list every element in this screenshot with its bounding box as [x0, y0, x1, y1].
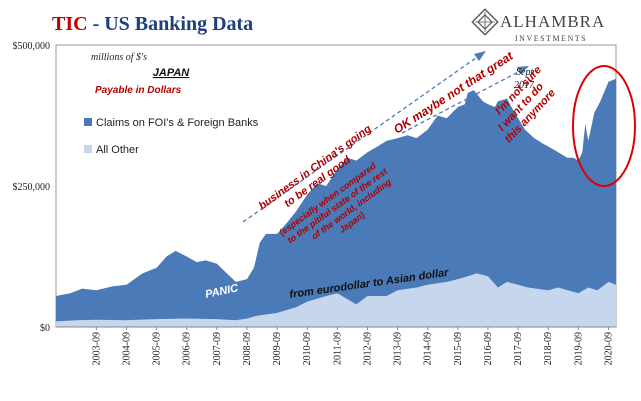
- x-tick-label: 2007-09: [212, 332, 223, 365]
- trend-arrow-china: [242, 51, 486, 223]
- x-tick-label: 2012-09: [362, 332, 373, 365]
- x-tick-label: 2016-09: [483, 332, 494, 365]
- trend-arrow-ok-maybe: [401, 66, 529, 134]
- payable-note: Payable in Dollars: [95, 85, 182, 96]
- x-tick-label: 2005-09: [152, 332, 163, 365]
- chart-title: TIC - US Banking Data: [52, 13, 253, 35]
- alhambra-logo-icon: [471, 8, 499, 36]
- x-tick-label: 2003-09: [91, 332, 102, 365]
- x-tick-label: 2017-09: [513, 332, 524, 365]
- annotation-sept: Sept 2017: [514, 67, 535, 91]
- x-tick-label: 2018-09: [543, 332, 554, 365]
- highlight-circle: [572, 65, 636, 187]
- x-tick-label: 2011-09: [332, 332, 343, 365]
- brand-name: ALHAMBRA: [500, 12, 605, 31]
- x-tick-label: 2008-09: [242, 332, 253, 365]
- annotation-sept-line-2: 2017: [514, 80, 535, 91]
- x-tick-label: 2019-09: [573, 332, 584, 365]
- title-rest: - US Banking Data: [88, 13, 254, 35]
- x-tick-label: 2009-09: [272, 332, 283, 365]
- x-tick-label: 2010-09: [302, 332, 313, 365]
- brand-sub: INVESTMENTS: [515, 34, 587, 43]
- x-tick-label: 2014-09: [423, 332, 434, 365]
- unit-note: millions of $'s: [91, 52, 147, 63]
- x-tick-label: 2015-09: [453, 332, 464, 365]
- legend-label-all-other: All Other: [96, 144, 139, 156]
- x-tick-label: 2020-09: [603, 332, 614, 365]
- legend-swatch-all-other: [84, 145, 92, 153]
- y-tick-label: $0: [40, 323, 50, 334]
- y-axis-ticks: $0 $250,000 $500,000: [13, 41, 51, 334]
- claims-on-label: CLAIMS ON JAPAN: [88, 67, 190, 79]
- series-area-claims-foi: [56, 78, 616, 327]
- x-tick-label: 2013-09: [393, 332, 404, 365]
- x-tick-label: 2004-09: [121, 332, 132, 365]
- legend-label-claims-foi: Claims on FOI's & Foreign Banks: [96, 117, 259, 129]
- x-axis-ticks: 2003-09 2004-09 2005-09 2006-09 2007-09 2008-…: [91, 327, 614, 365]
- claims-on-prefix: CLAIMS ON: [88, 67, 153, 79]
- y-tick-label: $500,000: [13, 41, 51, 52]
- title-prefix: TIC: [52, 13, 88, 35]
- series-area-all-other: [56, 273, 616, 327]
- claims-on-country: JAPAN: [153, 67, 191, 79]
- x-tick-label: 2006-09: [182, 332, 193, 365]
- legend-swatch-claims-foi: [84, 118, 92, 126]
- annotation-sept-line-1: Sept: [516, 67, 533, 78]
- y-tick-label: $250,000: [13, 182, 51, 193]
